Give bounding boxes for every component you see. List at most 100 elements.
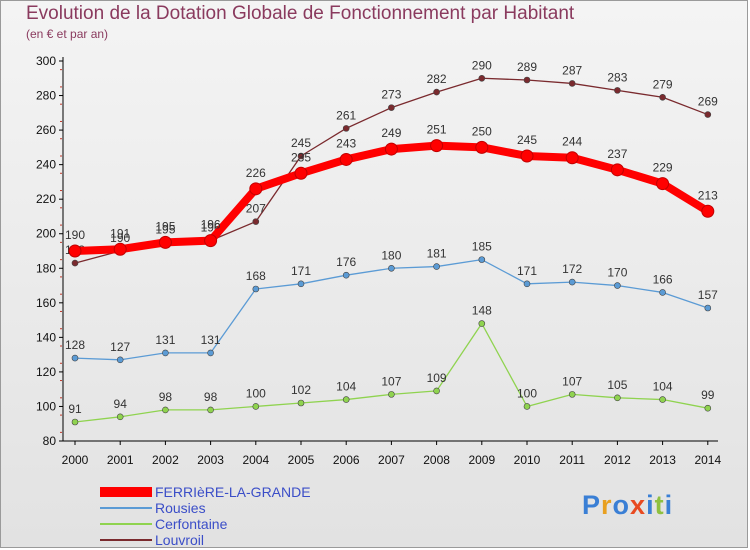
data-point (614, 87, 621, 94)
y-tick-label: 200 (36, 227, 56, 241)
data-label: 127 (110, 340, 130, 354)
x-tick-label: 2006 (333, 453, 360, 467)
data-point (71, 259, 79, 267)
chart-title: Evolution de la Dotation Globale de Fonc… (26, 3, 575, 24)
y-tick-label: 160 (36, 296, 56, 310)
logo-letter: x (630, 490, 647, 520)
data-label: 176 (336, 255, 356, 269)
data-point (207, 406, 214, 414)
y-tick-label: 100 (36, 399, 56, 413)
data-point (384, 142, 398, 156)
data-label: 107 (562, 374, 582, 388)
data-label: 100 (517, 386, 537, 400)
x-tick-label: 2013 (649, 453, 676, 467)
x-tick-label: 2000 (62, 453, 89, 467)
data-label: 244 (562, 135, 582, 149)
data-label: 171 (291, 264, 311, 278)
data-point (162, 406, 169, 414)
data-label: 105 (607, 378, 627, 392)
data-label: 131 (201, 333, 221, 347)
data-label: 100 (246, 386, 266, 400)
data-label: 195 (155, 219, 175, 233)
chart-subtitle: (en € et par an) (26, 27, 109, 41)
data-point (430, 139, 444, 153)
data-label: 190 (65, 228, 85, 242)
x-tick-label: 2009 (468, 453, 495, 467)
data-point (207, 349, 214, 357)
data-point (614, 394, 621, 402)
data-label: 180 (381, 248, 401, 262)
data-label: 131 (155, 333, 175, 347)
data-label: 166 (653, 272, 673, 286)
x-tick-label: 2004 (242, 453, 269, 467)
x-tick-label: 2005 (288, 453, 315, 467)
data-point (478, 320, 486, 327)
y-tick-label: 140 (36, 330, 56, 344)
data-label: 109 (427, 371, 447, 385)
data-label: 213 (698, 188, 718, 202)
data-label: 251 (427, 123, 447, 137)
data-point (116, 413, 124, 421)
y-tick-label: 280 (36, 89, 56, 103)
data-point (204, 234, 218, 248)
data-point (520, 149, 534, 163)
data-label: 283 (607, 70, 627, 84)
data-label: 104 (336, 380, 356, 394)
x-tick-label: 2011 (559, 453, 585, 467)
data-point (656, 177, 670, 191)
data-point (388, 264, 395, 272)
data-point (158, 235, 172, 249)
data-label: 261 (336, 108, 356, 122)
data-point (704, 404, 712, 412)
legend-swatch-louvroil (100, 539, 152, 541)
x-tick-label: 2010 (514, 453, 541, 467)
data-point (249, 182, 263, 196)
data-label: 245 (291, 136, 311, 150)
data-label: 128 (65, 338, 85, 352)
data-label: 273 (381, 88, 401, 102)
data-label: 195 (155, 222, 175, 236)
y-tick-label: 300 (36, 54, 56, 68)
data-label: 172 (562, 262, 582, 276)
logo-letter: r (601, 490, 613, 520)
data-label: 98 (204, 390, 218, 404)
data-point (659, 93, 666, 101)
data-point (252, 218, 260, 225)
logo-letter: t (654, 490, 665, 520)
data-point (565, 151, 579, 165)
data-point (294, 166, 308, 180)
data-point (71, 418, 79, 426)
data-label: 170 (607, 266, 627, 280)
data-point (433, 263, 440, 270)
data-point (297, 399, 305, 407)
legend-label-rousies: Rousies (155, 500, 206, 516)
data-label: 107 (381, 374, 401, 388)
data-label: 104 (653, 380, 673, 394)
data-point (659, 289, 666, 296)
data-label: 99 (701, 388, 715, 402)
data-label: 171 (517, 264, 537, 278)
data-point (478, 74, 486, 82)
data-point (610, 163, 624, 177)
data-point (342, 125, 350, 132)
data-point (339, 152, 353, 166)
data-label: 226 (246, 166, 266, 180)
data-label: 168 (246, 269, 266, 283)
data-point (568, 391, 576, 398)
data-label: 282 (427, 72, 447, 86)
data-point (523, 76, 531, 84)
x-tick-label: 2002 (152, 453, 179, 467)
data-label: 148 (472, 304, 492, 318)
data-label: 269 (698, 95, 718, 109)
data-label: 91 (68, 402, 82, 416)
data-label: 157 (698, 288, 718, 302)
data-point (704, 111, 712, 118)
logo-letter: P (582, 490, 602, 520)
data-label: 102 (291, 383, 311, 397)
legend-label-louvroil: Louvroil (155, 532, 205, 548)
data-point (162, 349, 169, 357)
data-label: 250 (472, 124, 492, 138)
data-point (475, 140, 489, 154)
data-point (113, 242, 127, 256)
